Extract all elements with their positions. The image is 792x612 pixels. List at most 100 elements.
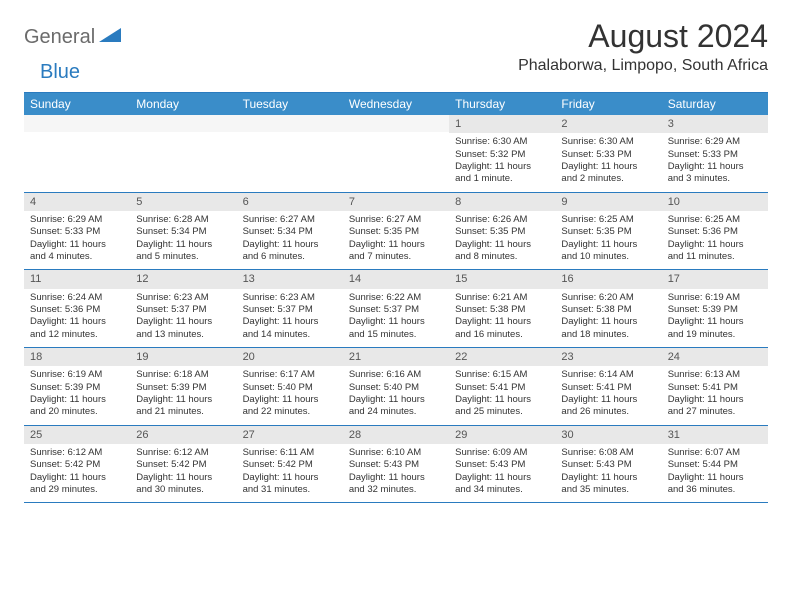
day-details: Sunrise: 6:20 AMSunset: 5:38 PMDaylight:…	[555, 289, 661, 347]
day-cell: 10Sunrise: 6:25 AMSunset: 5:36 PMDayligh…	[662, 193, 768, 270]
day-number: 21	[343, 348, 449, 366]
day-number: 9	[555, 193, 661, 211]
day-cell: 21Sunrise: 6:16 AMSunset: 5:40 PMDayligh…	[343, 348, 449, 425]
day-cell: 1Sunrise: 6:30 AMSunset: 5:32 PMDaylight…	[449, 115, 555, 192]
day-number: 13	[237, 270, 343, 288]
day-details: Sunrise: 6:12 AMSunset: 5:42 PMDaylight:…	[24, 444, 130, 502]
day-details: Sunrise: 6:12 AMSunset: 5:42 PMDaylight:…	[130, 444, 236, 502]
day-number: 25	[24, 426, 130, 444]
day-number: 3	[662, 115, 768, 133]
day-cell: 24Sunrise: 6:13 AMSunset: 5:41 PMDayligh…	[662, 348, 768, 425]
day-number: 30	[555, 426, 661, 444]
day-details: Sunrise: 6:19 AMSunset: 5:39 PMDaylight:…	[24, 366, 130, 424]
day-details: Sunrise: 6:11 AMSunset: 5:42 PMDaylight:…	[237, 444, 343, 502]
day-number: 10	[662, 193, 768, 211]
day-details: Sunrise: 6:19 AMSunset: 5:39 PMDaylight:…	[662, 289, 768, 347]
empty-body	[24, 132, 130, 178]
weekday-header: Tuesday	[237, 93, 343, 115]
day-number: 12	[130, 270, 236, 288]
day-details: Sunrise: 6:27 AMSunset: 5:34 PMDaylight:…	[237, 211, 343, 269]
day-cell: 29Sunrise: 6:09 AMSunset: 5:43 PMDayligh…	[449, 426, 555, 503]
day-number: 14	[343, 270, 449, 288]
weekday-header: Sunday	[24, 93, 130, 115]
day-cell: 25Sunrise: 6:12 AMSunset: 5:42 PMDayligh…	[24, 426, 130, 503]
day-number: 20	[237, 348, 343, 366]
week-row: 1Sunrise: 6:30 AMSunset: 5:32 PMDaylight…	[24, 115, 768, 193]
day-cell: 20Sunrise: 6:17 AMSunset: 5:40 PMDayligh…	[237, 348, 343, 425]
day-number: 17	[662, 270, 768, 288]
day-details: Sunrise: 6:30 AMSunset: 5:33 PMDaylight:…	[555, 133, 661, 191]
day-number: 7	[343, 193, 449, 211]
weekday-header: Friday	[555, 93, 661, 115]
day-number: 2	[555, 115, 661, 133]
day-details: Sunrise: 6:29 AMSunset: 5:33 PMDaylight:…	[24, 211, 130, 269]
day-cell: 5Sunrise: 6:28 AMSunset: 5:34 PMDaylight…	[130, 193, 236, 270]
day-cell: 30Sunrise: 6:08 AMSunset: 5:43 PMDayligh…	[555, 426, 661, 503]
day-number: 22	[449, 348, 555, 366]
day-number: 29	[449, 426, 555, 444]
day-details: Sunrise: 6:18 AMSunset: 5:39 PMDaylight:…	[130, 366, 236, 424]
day-cell: 4Sunrise: 6:29 AMSunset: 5:33 PMDaylight…	[24, 193, 130, 270]
day-details: Sunrise: 6:23 AMSunset: 5:37 PMDaylight:…	[130, 289, 236, 347]
day-cell: 12Sunrise: 6:23 AMSunset: 5:37 PMDayligh…	[130, 270, 236, 347]
day-details: Sunrise: 6:21 AMSunset: 5:38 PMDaylight:…	[449, 289, 555, 347]
empty-body	[343, 132, 449, 178]
empty-body	[237, 132, 343, 178]
day-cell: 7Sunrise: 6:27 AMSunset: 5:35 PMDaylight…	[343, 193, 449, 270]
day-cell: 15Sunrise: 6:21 AMSunset: 5:38 PMDayligh…	[449, 270, 555, 347]
day-cell: 9Sunrise: 6:25 AMSunset: 5:35 PMDaylight…	[555, 193, 661, 270]
brand-text-blue: Blue	[40, 61, 80, 83]
weekday-header-row: SundayMondayTuesdayWednesdayThursdayFrid…	[24, 93, 768, 115]
calendar-page: General August 2024 Phalaborwa, Limpopo,…	[0, 0, 792, 521]
day-number: 27	[237, 426, 343, 444]
day-details: Sunrise: 6:08 AMSunset: 5:43 PMDaylight:…	[555, 444, 661, 502]
day-details: Sunrise: 6:13 AMSunset: 5:41 PMDaylight:…	[662, 366, 768, 424]
day-details: Sunrise: 6:09 AMSunset: 5:43 PMDaylight:…	[449, 444, 555, 502]
calendar-grid: SundayMondayTuesdayWednesdayThursdayFrid…	[24, 92, 768, 503]
day-cell: 6Sunrise: 6:27 AMSunset: 5:34 PMDaylight…	[237, 193, 343, 270]
day-details: Sunrise: 6:14 AMSunset: 5:41 PMDaylight:…	[555, 366, 661, 424]
day-details: Sunrise: 6:25 AMSunset: 5:35 PMDaylight:…	[555, 211, 661, 269]
day-details: Sunrise: 6:28 AMSunset: 5:34 PMDaylight:…	[130, 211, 236, 269]
day-number: 4	[24, 193, 130, 211]
day-details: Sunrise: 6:25 AMSunset: 5:36 PMDaylight:…	[662, 211, 768, 269]
day-number: 8	[449, 193, 555, 211]
weeks-container: 1Sunrise: 6:30 AMSunset: 5:32 PMDaylight…	[24, 115, 768, 503]
day-cell: 13Sunrise: 6:23 AMSunset: 5:37 PMDayligh…	[237, 270, 343, 347]
day-cell: 31Sunrise: 6:07 AMSunset: 5:44 PMDayligh…	[662, 426, 768, 503]
day-cell: 16Sunrise: 6:20 AMSunset: 5:38 PMDayligh…	[555, 270, 661, 347]
week-row: 4Sunrise: 6:29 AMSunset: 5:33 PMDaylight…	[24, 193, 768, 271]
day-cell: 14Sunrise: 6:22 AMSunset: 5:37 PMDayligh…	[343, 270, 449, 347]
day-cell	[24, 115, 130, 192]
day-details: Sunrise: 6:17 AMSunset: 5:40 PMDaylight:…	[237, 366, 343, 424]
day-details: Sunrise: 6:29 AMSunset: 5:33 PMDaylight:…	[662, 133, 768, 191]
day-details: Sunrise: 6:10 AMSunset: 5:43 PMDaylight:…	[343, 444, 449, 502]
day-details: Sunrise: 6:30 AMSunset: 5:32 PMDaylight:…	[449, 133, 555, 191]
day-cell: 11Sunrise: 6:24 AMSunset: 5:36 PMDayligh…	[24, 270, 130, 347]
weekday-header: Saturday	[662, 93, 768, 115]
day-details: Sunrise: 6:07 AMSunset: 5:44 PMDaylight:…	[662, 444, 768, 502]
day-cell: 23Sunrise: 6:14 AMSunset: 5:41 PMDayligh…	[555, 348, 661, 425]
brand-text-general: General	[24, 26, 95, 49]
day-number: 6	[237, 193, 343, 211]
weekday-header: Wednesday	[343, 93, 449, 115]
day-number: 1	[449, 115, 555, 133]
weekday-header: Monday	[130, 93, 236, 115]
week-row: 18Sunrise: 6:19 AMSunset: 5:39 PMDayligh…	[24, 348, 768, 426]
month-title: August 2024	[518, 18, 768, 55]
day-number: 15	[449, 270, 555, 288]
day-number: 18	[24, 348, 130, 366]
day-cell: 3Sunrise: 6:29 AMSunset: 5:33 PMDaylight…	[662, 115, 768, 192]
day-cell: 8Sunrise: 6:26 AMSunset: 5:35 PMDaylight…	[449, 193, 555, 270]
day-details: Sunrise: 6:27 AMSunset: 5:35 PMDaylight:…	[343, 211, 449, 269]
day-cell: 28Sunrise: 6:10 AMSunset: 5:43 PMDayligh…	[343, 426, 449, 503]
day-details: Sunrise: 6:26 AMSunset: 5:35 PMDaylight:…	[449, 211, 555, 269]
day-number: 26	[130, 426, 236, 444]
day-details: Sunrise: 6:24 AMSunset: 5:36 PMDaylight:…	[24, 289, 130, 347]
day-number: 28	[343, 426, 449, 444]
day-details: Sunrise: 6:23 AMSunset: 5:37 PMDaylight:…	[237, 289, 343, 347]
day-cell	[343, 115, 449, 192]
week-row: 11Sunrise: 6:24 AMSunset: 5:36 PMDayligh…	[24, 270, 768, 348]
day-number: 5	[130, 193, 236, 211]
empty-day	[24, 115, 130, 132]
